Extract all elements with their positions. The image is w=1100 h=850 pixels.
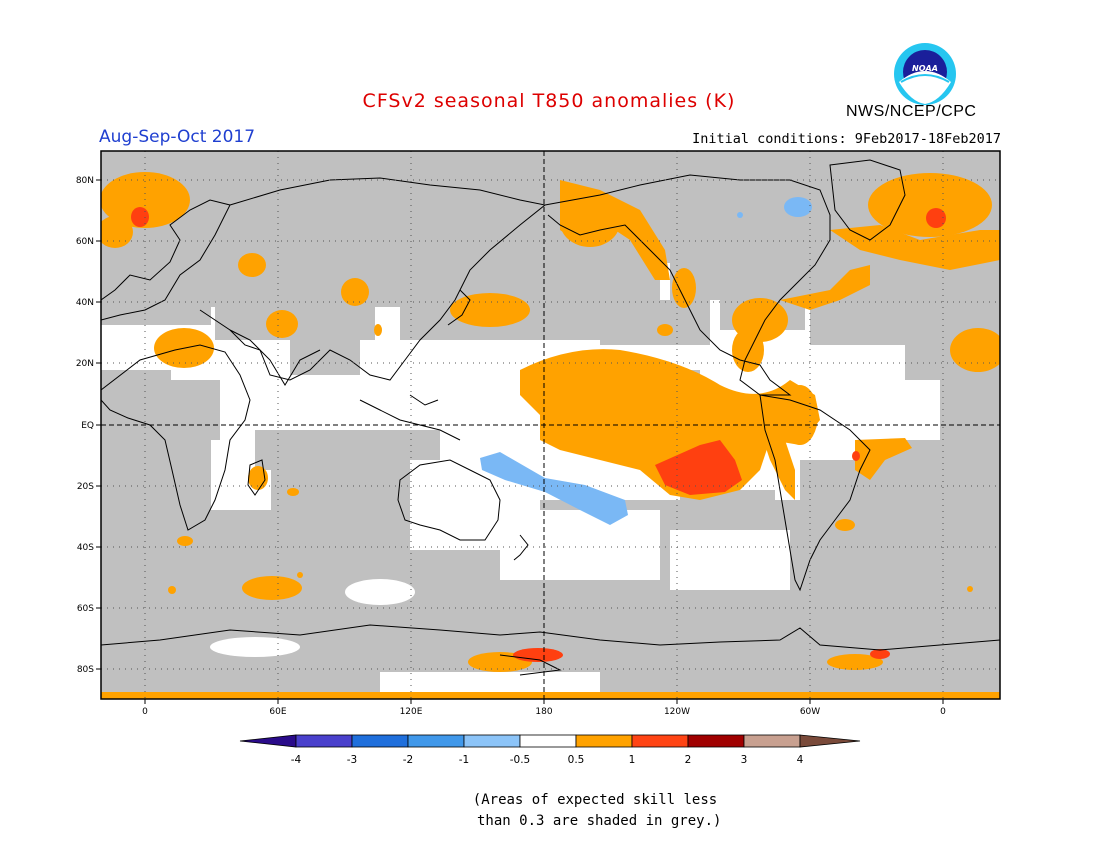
legend-swatch xyxy=(799,734,861,748)
legend-swatch xyxy=(687,734,745,748)
cool-anomaly-shading xyxy=(480,197,812,525)
footnote-line: (Areas of expected skill less xyxy=(472,792,718,808)
lat-label: 20N xyxy=(76,359,94,369)
warm-anomaly-shading xyxy=(101,172,1000,699)
map-gridlines xyxy=(101,151,1000,699)
color-legend xyxy=(239,734,861,748)
agency-label: NWS/NCEP/CPC xyxy=(846,103,977,120)
legend-label: -1 xyxy=(459,754,469,766)
lat-label: 80N xyxy=(76,176,94,186)
legend-label: 1 xyxy=(629,754,636,766)
equator-dateline xyxy=(101,151,1000,699)
legend-swatch xyxy=(631,734,689,748)
legend-swatch xyxy=(407,734,465,748)
forecast-period: Aug-Sep-Oct 2017 xyxy=(99,127,256,147)
legend-swatch xyxy=(239,734,297,748)
lon-label: 180 xyxy=(535,707,552,717)
map-title: CFSv2 seasonal T850 anomalies (K) xyxy=(362,90,736,112)
lon-label: 120E xyxy=(400,707,423,717)
lat-label: 60N xyxy=(76,237,94,247)
lon-label: 60W xyxy=(800,707,820,717)
lon-label: 60E xyxy=(269,707,286,717)
legend-label: -3 xyxy=(347,754,357,766)
lat-label: 40N xyxy=(76,298,94,308)
legend-swatch xyxy=(463,734,521,748)
legend-swatch xyxy=(351,734,409,748)
legend-label: -2 xyxy=(403,754,413,766)
noaa-logo-text: NOAA xyxy=(912,64,938,73)
lat-label: 60S xyxy=(77,604,94,614)
initial-conditions: Initial conditions: 9Feb2017-18Feb2017 xyxy=(692,131,1001,147)
lat-label: 80S xyxy=(77,665,94,675)
lon-label: 0 xyxy=(142,707,148,717)
legend-label: -4 xyxy=(291,754,302,766)
noaa-logo: NOAA xyxy=(894,43,956,105)
lat-label: 40S xyxy=(77,543,94,553)
coastlines xyxy=(101,159,1000,676)
legend-label: 3 xyxy=(741,754,748,766)
legend-swatch xyxy=(295,734,353,748)
legend-label: -0.5 xyxy=(510,754,531,766)
lat-label: 20S xyxy=(77,482,94,492)
legend-label: 2 xyxy=(685,754,692,766)
legend-swatch xyxy=(519,734,577,748)
legend-label: 4 xyxy=(797,754,804,766)
lon-label: 120W xyxy=(664,707,690,717)
legend-swatch xyxy=(575,734,633,748)
footnote-line: than 0.3 are shaded in grey.) xyxy=(468,813,722,829)
lon-label: 0 xyxy=(940,707,946,717)
skill-footnote: (Areas of expected skill less than 0.3 a… xyxy=(0,790,1100,832)
lat-label: EQ xyxy=(81,421,94,431)
legend-label: 0.5 xyxy=(568,754,585,766)
legend-swatch xyxy=(743,734,801,748)
